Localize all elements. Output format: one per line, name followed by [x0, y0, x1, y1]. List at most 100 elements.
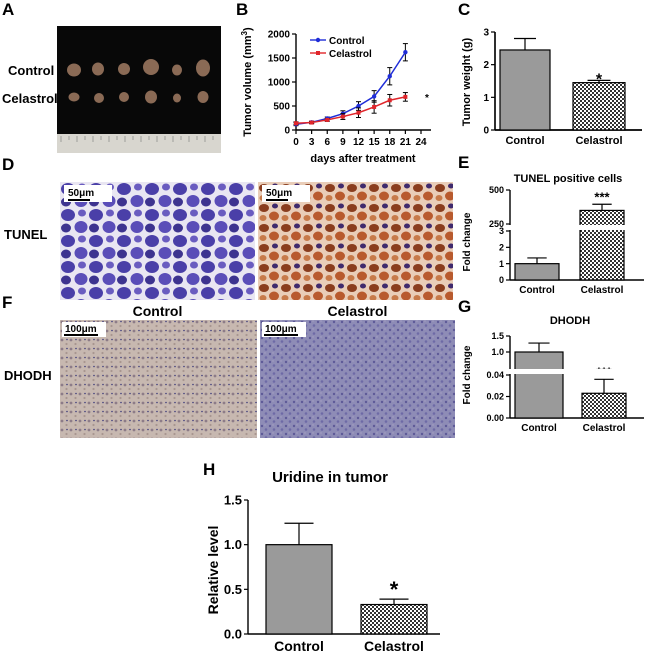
B-xtick-label: 24	[415, 137, 427, 148]
B-ytick-label: 500	[273, 102, 290, 113]
E-body-ytick-label: 2	[499, 242, 504, 252]
C-body-category-label: Celastrol	[575, 135, 622, 147]
uridine-bar-chart: Uridine in tumor Relative level 0.0 0.5 1.…	[205, 469, 440, 653]
H-ylabel: Relative level	[205, 526, 221, 615]
B-xtick-label: 3	[309, 137, 315, 148]
B-point-celastrol	[356, 110, 361, 115]
tumor-photo	[57, 26, 221, 153]
E-body-ytick-label: 1	[499, 259, 504, 269]
panelF-row-label: DHODH	[4, 368, 52, 383]
C-body-ytick-label: 3	[483, 28, 489, 39]
panel-label-f: F	[2, 293, 13, 312]
E-body-ytick-label: 3	[499, 226, 504, 236]
H-body-significance: *	[390, 577, 399, 602]
dhodh-control-image: 100μm	[60, 320, 257, 438]
E-axis-break	[504, 225, 629, 230]
G-body-bar-celastrol	[581, 392, 627, 419]
G-body-category-label: Celastrol	[583, 423, 626, 434]
panel-label-e: E	[458, 153, 470, 172]
B-ytick-label: 0	[284, 126, 290, 137]
C-ylabel: Tumor weight (g)	[461, 37, 473, 126]
C-body-bar-celastrol	[572, 82, 626, 131]
E-body-category-label: Control	[519, 285, 555, 296]
B-legend: Control Celastrol	[310, 36, 372, 60]
G-body-ytick-label: 1.5	[491, 331, 504, 341]
B-xtick-label: 12	[353, 137, 365, 148]
H-body-ytick-label: 0.5	[224, 582, 242, 597]
B-point-celastrol	[294, 121, 298, 126]
D-scale-right: 50μm	[266, 188, 292, 199]
B-xtick-label: 15	[369, 137, 381, 148]
B-point-celastrol	[403, 94, 408, 99]
G-title: DHODH	[550, 315, 590, 327]
B-xtick-label: 6	[324, 137, 330, 148]
B-xtick-label: 9	[340, 137, 346, 148]
H-body-ytick-label: 1.5	[224, 493, 242, 508]
dhodh-bar-chart: DHODH Fold change 0.00 0.02 0.04 1.0 1.5 Cont…	[462, 315, 644, 434]
H-body-bar-celastrol	[360, 603, 428, 635]
H-body-ytick-label: 0.0	[224, 627, 242, 642]
E-ylabel: Fold change	[462, 212, 473, 271]
E-title: TUNEL positive cells	[514, 173, 623, 185]
G-body-ytick-label: 0.00	[486, 413, 504, 423]
B-point-control	[403, 50, 408, 55]
F-scale-right: 100μm	[265, 324, 297, 335]
D-scale-left: 50μm	[68, 188, 94, 199]
G-body-category-label: Control	[521, 423, 557, 434]
G-body-bar-control	[514, 351, 564, 419]
B-ylabel: Tumor volume (mm3)	[240, 27, 254, 137]
panel-label-g: G	[458, 297, 472, 316]
tunel-celastrol-image: 50μm	[258, 182, 453, 300]
C-body-bar-control	[499, 49, 551, 131]
dhodh-celastrol-image: 100μm	[260, 320, 455, 438]
B-series-line-celastrol	[295, 96, 406, 125]
B-ytick-label: 2000	[268, 30, 291, 41]
E-body-ytick-label: 500	[489, 185, 504, 195]
G-body-ytick-label: 1.0	[491, 347, 504, 357]
G-axis-break	[504, 369, 629, 374]
E-body-bar-control	[514, 263, 560, 281]
H-title: Uridine in tumor	[272, 469, 388, 486]
B-point-celastrol	[309, 120, 314, 125]
panelA-row-celastrol: Celastrol	[2, 91, 58, 106]
C-body-significance: *	[596, 71, 603, 88]
panel-label-c: C	[458, 0, 471, 19]
G-body-ytick-label: 0.04	[486, 370, 504, 380]
B-xtick-label: 21	[400, 137, 412, 148]
B-series-line-control	[295, 51, 407, 125]
H-body-category-label: Control	[274, 638, 324, 653]
B-legend-celastrol: Celastrol	[329, 49, 372, 60]
B-xtick-label: 18	[384, 137, 396, 148]
B-point-celastrol	[387, 98, 392, 103]
G-body-ytick-label: 0.02	[486, 392, 504, 402]
E-body-significance: ***	[594, 189, 610, 204]
E-body-ytick-label: 250	[489, 219, 504, 229]
panelF-col-control: Control	[132, 303, 183, 319]
B-significance: *	[425, 93, 429, 104]
B-xtick-label: 0	[293, 137, 299, 148]
E-body-bar-celastrol	[579, 209, 625, 281]
B-xlabel: days after treatment	[310, 153, 415, 165]
B-legend-control: Control	[329, 36, 365, 47]
B-point-celastrol	[372, 104, 377, 109]
C-body-category-label: Control	[505, 135, 544, 147]
E-body-ytick-label: 0	[499, 275, 504, 285]
B-point-celastrol	[325, 117, 330, 122]
G-ylabel: Fold change	[462, 345, 473, 404]
panel-label-a: A	[2, 0, 15, 19]
H-body-ytick-label: 1.0	[224, 537, 242, 552]
panelA-row-control: Control	[8, 63, 55, 78]
panelD-row-label: TUNEL	[4, 227, 48, 242]
E-body-category-label: Celastrol	[581, 285, 624, 296]
C-body-ytick-label: 2	[483, 60, 489, 71]
H-body-bar-control	[265, 544, 333, 635]
panel-label-b: B	[236, 0, 249, 19]
B-point-celastrol	[340, 114, 345, 119]
panel-label-h: H	[203, 460, 216, 479]
B-point-control	[371, 94, 377, 99]
tunel-bar-chart: TUNEL positive cells Fold change 0 1 2 3250…	[462, 173, 644, 296]
C-body-ytick-label: 0	[483, 126, 489, 137]
B-point-control	[387, 74, 392, 79]
tunel-control-image: 50μm	[60, 182, 255, 300]
